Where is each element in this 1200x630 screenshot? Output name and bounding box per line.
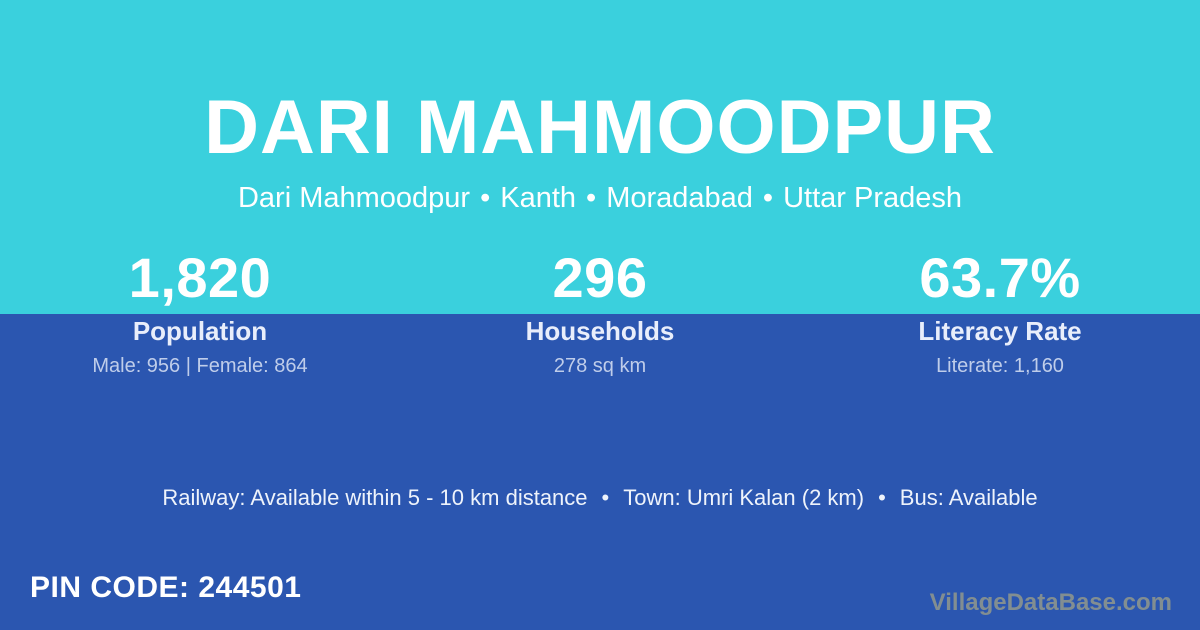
breadcrumb: Dari Mahmoodpur • Kanth • Moradabad • Uttar Pr… <box>0 180 1200 216</box>
amenity-railway: Railway: Available within 5 - 10 km dist… <box>162 485 588 510</box>
amenity-bus: Bus: Available <box>899 485 1038 510</box>
breadcrumb-village: Dari Mahmoodpur <box>237 182 471 214</box>
bullet-separator: • <box>601 485 610 510</box>
stat-households: 296 Households 278 sq km <box>400 247 800 379</box>
breadcrumb-block: Kanth <box>500 182 577 214</box>
bullet-separator: • <box>878 485 886 510</box>
site-watermark: VillageDataBase.com <box>929 589 1172 616</box>
literacy-label: Literacy Rate <box>918 316 1082 346</box>
population-detail: Male: 956 | Female: 864 <box>92 355 308 377</box>
households-detail: 278 sq km <box>553 355 647 377</box>
households-value: 296 <box>552 246 648 309</box>
breadcrumb-state: Uttar Pradesh <box>783 182 962 214</box>
pin-code-label: PIN CODE: 244501 <box>30 571 302 604</box>
amenity-town: Town: Umri Kalan (2 km) <box>623 485 865 510</box>
top-cyan-band <box>0 0 1200 314</box>
literacy-value: 63.7% <box>919 246 1081 309</box>
breadcrumb-district: Moradabad <box>606 182 753 214</box>
bullet-separator: • <box>586 182 597 214</box>
households-label: Households <box>525 316 675 346</box>
stat-population: 1,820 Population Male: 956 | Female: 864 <box>0 247 400 379</box>
page-title: DARI MAHMOODPUR <box>204 85 996 170</box>
literacy-detail: Literate: 1,160 <box>936 355 1064 377</box>
bullet-separator: • <box>480 182 491 214</box>
bullet-separator: • <box>762 182 774 214</box>
stats-row: 1,820 Population Male: 956 | Female: 864… <box>0 247 1200 379</box>
stat-literacy: 63.7% Literacy Rate Literate: 1,160 <box>800 247 1200 379</box>
population-label: Population <box>132 316 268 346</box>
amenities-line: Railway: Available within 5 - 10 km dist… <box>0 483 1200 513</box>
population-value: 1,820 <box>128 246 272 309</box>
